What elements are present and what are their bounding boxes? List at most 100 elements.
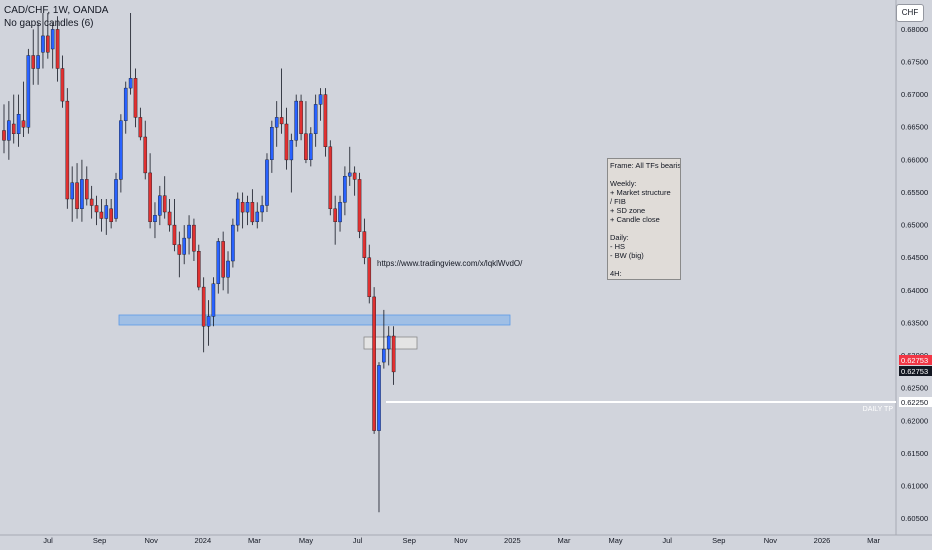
candle[interactable] <box>265 153 269 212</box>
candle-body <box>270 126 274 160</box>
x-tick-label: Jul <box>353 536 363 545</box>
candle[interactable] <box>304 101 308 164</box>
candle[interactable] <box>284 107 289 170</box>
supply-demand-zone[interactable] <box>118 314 511 326</box>
candle[interactable] <box>123 81 128 134</box>
candle[interactable] <box>372 287 376 434</box>
candle-body <box>362 231 367 258</box>
candle[interactable] <box>299 94 303 141</box>
x-tick-label: May <box>299 536 313 545</box>
candle[interactable] <box>240 192 245 229</box>
candle[interactable] <box>182 225 186 265</box>
candle[interactable] <box>328 140 333 216</box>
candle[interactable] <box>31 29 36 85</box>
candle[interactable] <box>128 13 133 95</box>
candle[interactable] <box>119 114 123 193</box>
candle[interactable] <box>177 231 182 278</box>
candle[interactable] <box>114 172 118 222</box>
candle[interactable] <box>162 176 167 219</box>
candle[interactable] <box>221 231 225 291</box>
candle[interactable] <box>323 88 328 157</box>
candle[interactable] <box>153 202 157 239</box>
candle[interactable] <box>235 192 240 232</box>
candle[interactable] <box>260 195 264 222</box>
candle[interactable] <box>99 199 104 232</box>
candle[interactable] <box>391 326 396 385</box>
currency-button[interactable]: CHF <box>896 4 924 22</box>
candle[interactable] <box>55 16 60 82</box>
candle[interactable] <box>250 189 255 226</box>
candle[interactable] <box>187 215 191 255</box>
candle[interactable] <box>80 159 84 222</box>
candle[interactable] <box>318 88 323 121</box>
candle[interactable] <box>41 13 45 69</box>
candle[interactable] <box>333 195 337 245</box>
indicator-legend[interactable]: No gaps candles (6) <box>4 18 94 29</box>
chart-link-text[interactable]: https://www.tradingview.com/x/lqklWvdO/ <box>377 259 523 268</box>
candle[interactable] <box>89 185 94 219</box>
candle[interactable] <box>158 185 162 226</box>
candle-body <box>11 123 16 135</box>
candle[interactable] <box>382 309 386 369</box>
candle[interactable] <box>270 120 274 173</box>
y-tick-label: 0.66500 <box>901 123 928 132</box>
candle[interactable] <box>75 163 79 219</box>
candle-body <box>46 35 50 53</box>
symbol-title[interactable]: CAD/CHF, 1W, OANDA <box>4 5 109 16</box>
candle[interactable] <box>279 68 284 134</box>
candle[interactable] <box>309 127 313 167</box>
candle[interactable] <box>367 244 372 304</box>
candle[interactable] <box>11 94 16 144</box>
candle[interactable] <box>36 22 40 85</box>
candle[interactable] <box>362 218 367 265</box>
candle[interactable] <box>343 166 347 216</box>
candle[interactable] <box>16 94 21 147</box>
candle[interactable] <box>133 68 138 128</box>
candle[interactable] <box>206 300 211 346</box>
candle[interactable] <box>255 202 260 229</box>
candle[interactable] <box>143 120 148 180</box>
candle[interactable] <box>377 362 381 513</box>
candle-body <box>352 172 357 180</box>
candle-body <box>357 179 362 232</box>
candle[interactable] <box>357 172 362 239</box>
candle[interactable] <box>313 94 318 147</box>
candle[interactable] <box>192 218 196 261</box>
candle[interactable] <box>50 22 55 69</box>
candle[interactable] <box>196 244 201 291</box>
candle[interactable] <box>148 153 152 229</box>
candle[interactable] <box>289 133 294 193</box>
candle-body <box>206 316 211 327</box>
candle[interactable] <box>138 107 143 141</box>
candle[interactable] <box>226 251 230 294</box>
candle[interactable] <box>211 277 216 327</box>
candle[interactable] <box>84 166 89 206</box>
candle[interactable] <box>65 88 70 209</box>
candle[interactable] <box>2 104 6 154</box>
analysis-note[interactable]: Frame: All TFs bearish Weekly: + Market … <box>607 158 681 280</box>
candle[interactable] <box>46 13 50 59</box>
candle-body <box>338 202 342 223</box>
candle[interactable] <box>94 195 99 226</box>
candle[interactable] <box>386 326 391 366</box>
candle[interactable] <box>167 199 172 232</box>
candle[interactable] <box>294 94 299 147</box>
candle[interactable] <box>172 199 177 252</box>
candle[interactable] <box>109 199 113 229</box>
candle[interactable] <box>216 238 221 294</box>
candle[interactable] <box>347 146 352 186</box>
candle[interactable] <box>274 101 279 147</box>
candle[interactable] <box>26 48 31 134</box>
candle[interactable] <box>245 195 250 226</box>
time-axis[interactable]: Jul Sep Nov 2024 Mar May Jul Sep Nov 2025 Mar May Ju… <box>43 536 880 545</box>
candle[interactable] <box>352 166 357 196</box>
candle[interactable] <box>21 81 26 137</box>
candle[interactable] <box>60 55 65 108</box>
candle[interactable] <box>104 199 109 235</box>
candle[interactable] <box>338 195 342 232</box>
candle[interactable] <box>231 218 235 268</box>
candle[interactable] <box>201 277 206 353</box>
candle[interactable] <box>7 101 11 160</box>
candle[interactable] <box>70 166 74 222</box>
